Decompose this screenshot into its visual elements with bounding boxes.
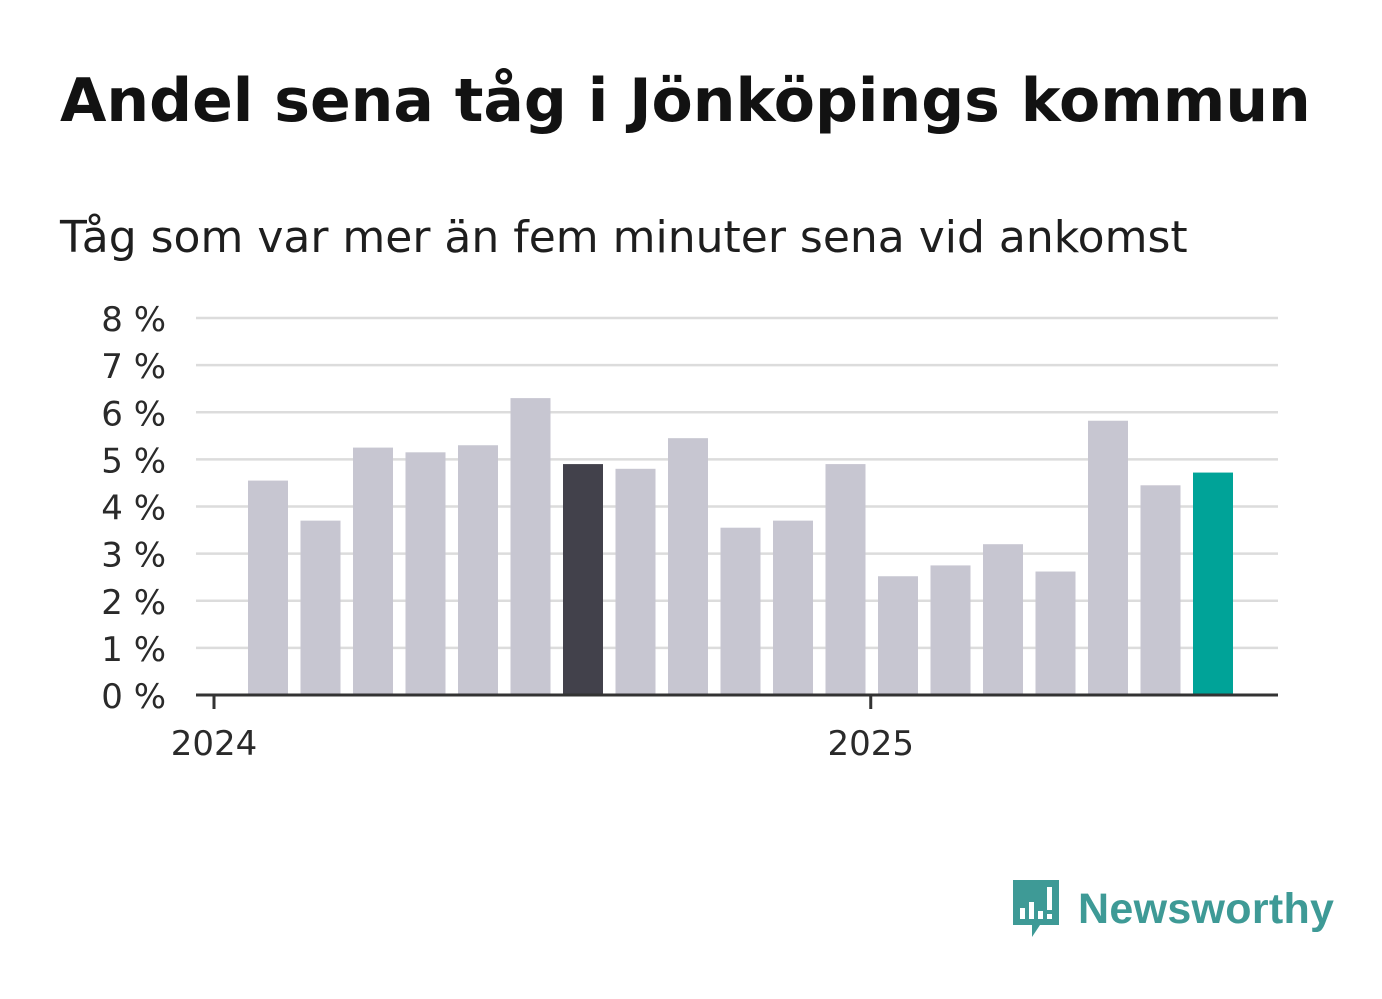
bar — [1035, 571, 1076, 695]
bars — [248, 398, 1233, 695]
bar — [458, 445, 498, 695]
y-axis-labels: 0 % 1 % 2 % 3 % 4 % 5 % 6 % 7 % 8 % — [101, 300, 166, 717]
bar — [248, 480, 288, 695]
logo-text: Newsworthy — [1078, 884, 1335, 933]
bar — [405, 452, 446, 695]
chart-subtitle: Tåg som var mer än fem minuter sena vid … — [60, 212, 1188, 263]
bar-chart: 0 % 1 % 2 % 3 % 4 % 5 % 6 % 7 % 8 % 2024 2025 — [101, 300, 1278, 764]
y-tick-label: 0 % — [101, 677, 166, 717]
bar — [878, 576, 918, 695]
bar — [615, 468, 656, 695]
bar — [825, 464, 866, 695]
x-tick-label: 2024 — [171, 724, 258, 764]
y-tick-label: 8 % — [101, 300, 166, 340]
chart-title: Andel sena tåg i Jönköpings kommun — [60, 66, 1311, 136]
bar — [353, 447, 393, 695]
bar — [563, 464, 603, 695]
bar — [983, 544, 1023, 695]
y-tick-label: 7 % — [101, 347, 166, 387]
y-tick-label: 5 % — [101, 441, 166, 481]
x-axis-labels: 2024 2025 — [171, 724, 914, 764]
bar — [930, 565, 971, 695]
y-tick-label: 4 % — [101, 489, 166, 529]
axes — [196, 693, 1278, 709]
bar — [300, 520, 341, 695]
y-tick-label: 2 % — [101, 583, 166, 623]
y-tick-label: 6 % — [101, 394, 166, 434]
bar — [773, 520, 813, 695]
newsworthy-logo-icon — [1013, 880, 1059, 937]
x-tick-label: 2025 — [827, 724, 914, 764]
y-tick-label: 1 % — [101, 630, 166, 670]
bar — [668, 438, 708, 695]
newsworthy-logo: Newsworthy — [1010, 878, 1334, 940]
bar — [1193, 472, 1233, 695]
bar — [1088, 420, 1128, 695]
bar — [720, 527, 761, 695]
bar — [510, 398, 551, 695]
y-tick-label: 3 % — [101, 536, 166, 576]
bar — [1140, 485, 1181, 695]
